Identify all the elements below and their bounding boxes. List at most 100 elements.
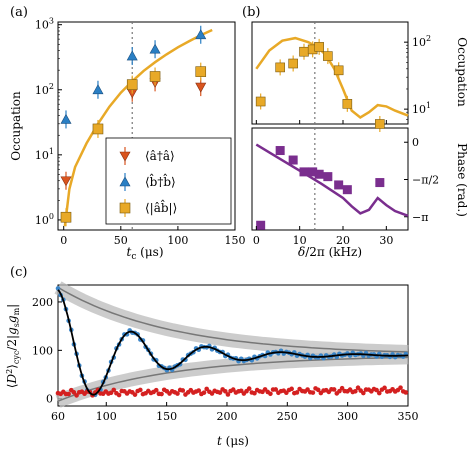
c-red-point — [331, 387, 337, 392]
b-top-point — [375, 119, 385, 129]
b-top-point — [299, 46, 309, 57]
c-red-point — [289, 386, 294, 392]
b-xtick-label-20: 20 — [336, 234, 350, 247]
a-xtick-label-0: 0 — [60, 234, 67, 247]
a-series1-point — [92, 84, 104, 95]
c-red-point — [111, 387, 117, 393]
c-red-point — [196, 388, 202, 393]
c-red-point — [175, 391, 180, 396]
c-red-point — [374, 387, 379, 393]
panel-b-label: (b) — [242, 5, 260, 20]
b-bottom-ytick-label-2: −π — [412, 211, 428, 224]
b-bottom-point — [334, 180, 344, 190]
panel-a-xlabel: tc (μs) — [126, 245, 163, 262]
c-xtick-label-350: 350 — [398, 410, 419, 423]
b-top-point — [333, 65, 344, 76]
b-bottom-point — [314, 169, 324, 179]
b-top-point — [275, 62, 285, 73]
c-red-point — [403, 390, 409, 395]
c-envelope-upper-band — [54, 281, 409, 359]
a-series2-point — [126, 79, 138, 90]
b-bottom-point — [275, 146, 285, 156]
b-bottom-ytick-label-1: −π/2 — [412, 173, 439, 186]
c-xtick-label-300: 300 — [337, 410, 358, 423]
c-red-point — [382, 385, 387, 391]
c-red-point — [273, 387, 279, 392]
c-ytick-label-0: 0 — [46, 393, 53, 406]
c-xtick-label-200: 200 — [216, 410, 237, 423]
c-red-point — [230, 387, 236, 392]
c-xtick-label-150: 150 — [156, 410, 177, 423]
a-series1-point — [60, 113, 72, 124]
b-bottom-point — [256, 220, 266, 230]
panel-b-xlabel: δ/2π (kHz) — [298, 245, 362, 259]
panel-b-bottom-ylabel: Phase (rad.) — [455, 143, 467, 217]
c-red-point — [116, 392, 122, 398]
c-xtick-label-100: 100 — [96, 410, 117, 423]
c-red-point — [66, 391, 71, 397]
a-legend-label-1: ⟨b̂†b̂⟩ — [145, 172, 176, 189]
panel-c-ylabel: ⟨D2⟩cyc/2|gsgm| — [5, 304, 21, 388]
b-bottom-point — [342, 185, 352, 195]
a-series2-point — [60, 211, 72, 223]
c-red-point — [217, 390, 223, 395]
c-red-point — [268, 391, 273, 397]
a-xtick-label-100: 100 — [167, 234, 188, 247]
b-xtick-label-0: 0 — [253, 234, 260, 247]
b-top-ytick-label-1: 102 — [412, 34, 431, 49]
panel-a-label: (a) — [10, 5, 28, 20]
b-bottom-point — [375, 178, 385, 188]
c-red-point — [246, 386, 252, 391]
c-ytick-label-200: 200 — [32, 296, 53, 309]
a-series0-point — [195, 82, 207, 93]
c-envelope-lower — [57, 356, 409, 402]
a-ytick-label-1: 101 — [35, 147, 54, 162]
c-red-point — [361, 390, 366, 396]
panel-b-top-axes — [251, 21, 409, 125]
c-red-point — [252, 390, 257, 396]
b-top-point — [323, 51, 333, 61]
c-red-point — [310, 390, 316, 395]
b-bottom-point — [288, 155, 298, 165]
a-series2-point — [195, 66, 207, 77]
b-bottom-point — [308, 167, 318, 177]
b-bottom-point — [323, 172, 333, 182]
c-red-point — [153, 387, 159, 393]
b-xtick-label-30: 30 — [379, 234, 393, 247]
panel-c-label: (c) — [10, 265, 27, 280]
c-ytick-label-100: 100 — [32, 344, 53, 357]
b-xtick-label-10: 10 — [293, 234, 307, 247]
b-top-point — [342, 99, 353, 109]
b-bottom-ytick-label-0: 0 — [412, 136, 419, 149]
a-legend-marker-1 — [119, 176, 131, 187]
a-ytick-label-3: 103 — [35, 17, 54, 32]
a-legend: ⟨â†â⟩ ⟨b̂†b̂⟩ ⟨|âb̂|⟩ — [105, 137, 232, 225]
c-xtick-label-60: 60 — [51, 410, 65, 423]
panel-c-xlabel: t (μs) — [217, 434, 249, 448]
c-envelope-upper — [57, 286, 409, 353]
a-xtick-label-150: 150 — [225, 234, 246, 247]
c-red-point — [376, 390, 382, 396]
c-red-point — [132, 392, 138, 397]
c-xtick-label-250: 250 — [277, 410, 298, 423]
panel-a-axes — [57, 21, 236, 231]
a-series0-point — [60, 176, 72, 187]
b-top-ytick-label-0: 101 — [412, 101, 431, 116]
c-red-point — [180, 388, 186, 393]
c-red-point — [225, 392, 231, 397]
c-red-point — [159, 391, 164, 397]
a-series1-point — [126, 50, 138, 61]
c-red-point — [339, 385, 345, 391]
c-red-point — [74, 393, 79, 398]
b-top-point — [255, 96, 266, 107]
a-legend-label-2: ⟨|âb̂|⟩ — [145, 198, 177, 215]
c-red-point — [398, 385, 403, 390]
panel-a-ylabel: Occupation — [9, 91, 23, 161]
c-red-point — [315, 387, 321, 393]
panel-c: (c) 60 100 150 200 250 300 350 0 100 200 t (μs) ⟨… — [5, 265, 419, 448]
b-top-point — [314, 42, 324, 52]
a-legend-label-0: ⟨â†â⟩ — [145, 149, 175, 163]
b-top-curve — [255, 36, 409, 120]
